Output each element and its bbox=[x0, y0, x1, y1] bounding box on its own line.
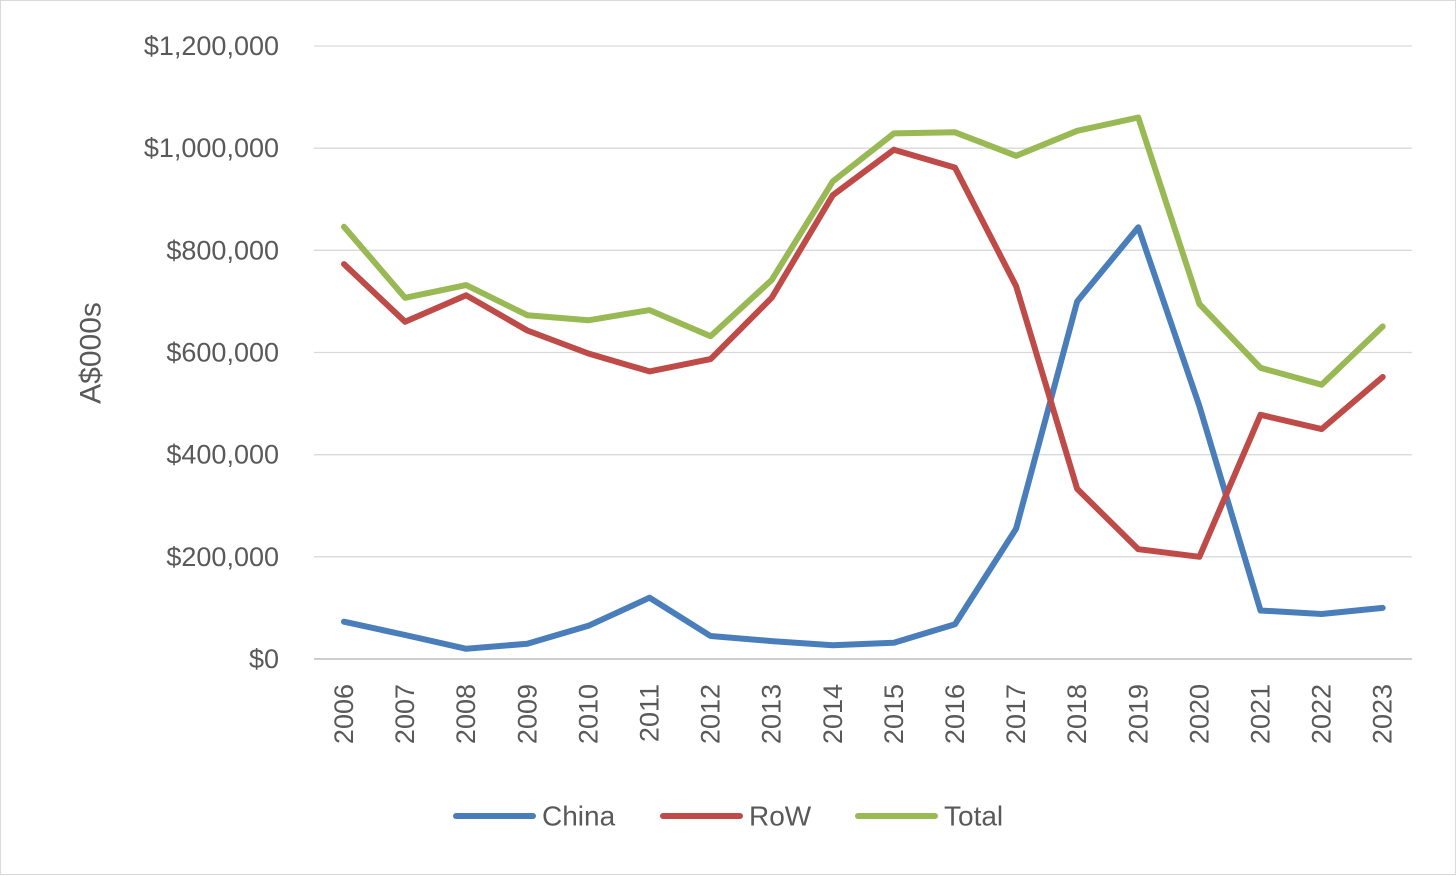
y-tick-label: $200,000 bbox=[166, 542, 279, 572]
x-tick-label: 2011 bbox=[635, 684, 665, 742]
x-tick-label: 2007 bbox=[390, 684, 420, 744]
legend-label-china: China bbox=[542, 801, 616, 832]
x-tick-label: 2006 bbox=[329, 684, 359, 744]
series-line-total bbox=[341, 114, 1386, 388]
y-axis-tick-labels: $0 $200,000 $400,000 $600,000 $800,000 $1,000… bbox=[144, 31, 279, 674]
x-tick-label: 2010 bbox=[573, 684, 603, 744]
y-axis-title: A$000s bbox=[75, 302, 108, 404]
x-tick-label: 2022 bbox=[1307, 684, 1337, 744]
legend-label-total: Total bbox=[944, 801, 1003, 832]
series-line-china bbox=[341, 224, 1386, 652]
gridlines bbox=[314, 45, 1412, 660]
x-tick-label: 2008 bbox=[451, 684, 481, 744]
y-tick-label: $0 bbox=[249, 644, 279, 674]
legend: China RoW Total bbox=[453, 801, 1003, 832]
y-tick-label: $1,000,000 bbox=[144, 133, 279, 163]
x-tick-label: 2017 bbox=[1001, 684, 1031, 744]
x-tick-label: 2019 bbox=[1123, 684, 1153, 744]
legend-label-row: RoW bbox=[749, 801, 812, 832]
x-tick-label: 2016 bbox=[940, 684, 970, 744]
x-tick-label: 2021 bbox=[1246, 684, 1276, 744]
x-axis-tick-labels: 2006 2007 2008 2009 2010 2011 2012 2013 2014 2015… bbox=[329, 684, 1398, 744]
x-tick-label: 2012 bbox=[696, 684, 726, 744]
y-tick-label: $600,000 bbox=[166, 338, 279, 368]
y-tick-label: $400,000 bbox=[166, 440, 279, 470]
x-tick-label: 2015 bbox=[879, 684, 909, 744]
x-tick-label: 2014 bbox=[818, 684, 848, 744]
y-tick-label: $800,000 bbox=[166, 235, 279, 265]
x-tick-label: 2013 bbox=[757, 684, 787, 744]
x-tick-label: 2018 bbox=[1062, 684, 1092, 744]
y-tick-label: $1,200,000 bbox=[144, 31, 279, 61]
x-tick-label: 2020 bbox=[1184, 684, 1214, 744]
x-tick-label: 2009 bbox=[512, 684, 542, 744]
series-line-row bbox=[341, 146, 1386, 560]
series-lines bbox=[341, 114, 1386, 652]
x-tick-label: 2023 bbox=[1368, 684, 1398, 744]
